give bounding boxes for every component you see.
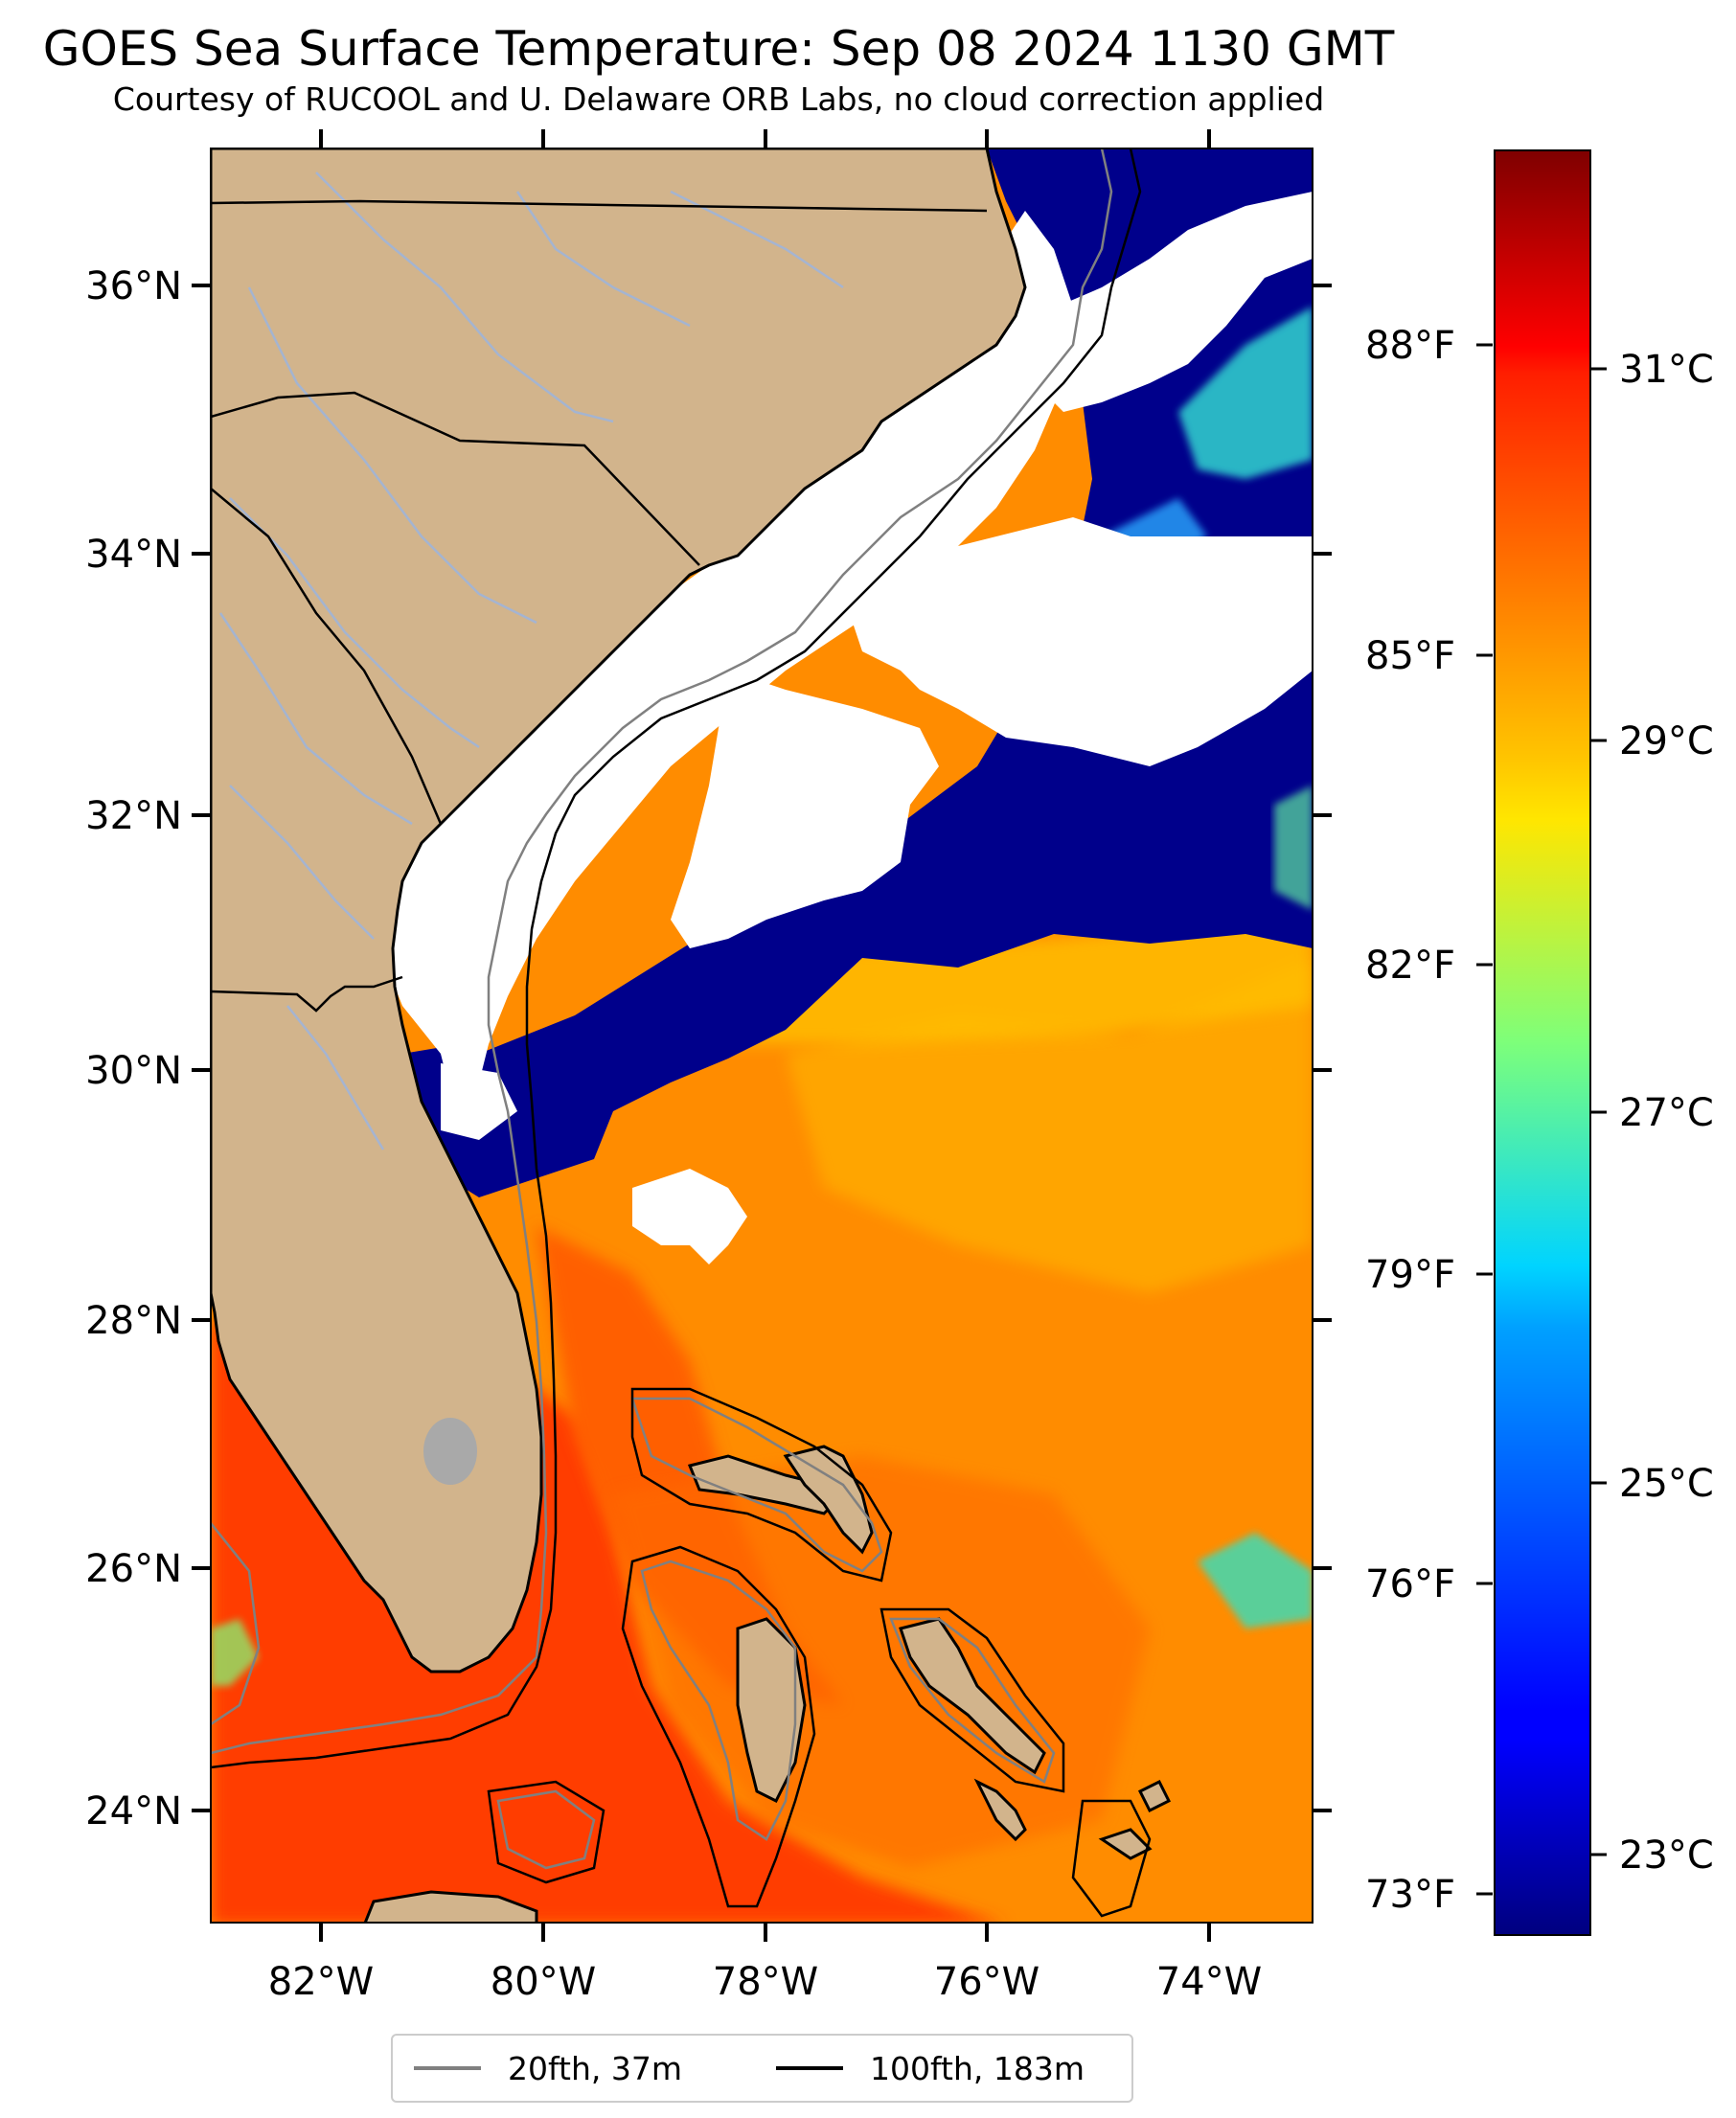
lat-tick-labels: 36°N 34°N 32°N 30°N 28°N 26°N 24°N bbox=[85, 264, 182, 1833]
island-abaco bbox=[783, 1445, 874, 1555]
ocean-cold-north bbox=[402, 148, 1313, 1197]
c-label-25: 25°C bbox=[1619, 1462, 1714, 1506]
map-area bbox=[211, 148, 1313, 1923]
f-label-79: 79°F bbox=[1365, 1253, 1455, 1297]
bahamas bbox=[363, 1445, 1172, 1923]
lat-label-32: 32°N bbox=[85, 794, 182, 838]
ocean-green-strip bbox=[1274, 786, 1313, 910]
lon-label-78: 78°W bbox=[713, 1960, 818, 2004]
legend-item-20fth: 20fth, 37m bbox=[414, 2036, 682, 2101]
lat-label-26: 26°N bbox=[85, 1547, 182, 1591]
ocean-cyan-patch bbox=[1198, 1533, 1313, 1628]
legend-label-20fth: 20fth, 37m bbox=[508, 2049, 682, 2087]
c-label-31: 31°C bbox=[1619, 348, 1714, 392]
cloud-north-band bbox=[1035, 192, 1313, 412]
lat-label-36: 36°N bbox=[85, 264, 182, 308]
cloud-mid-band bbox=[671, 671, 939, 948]
colorbar bbox=[1494, 149, 1591, 1936]
cloud-center-large bbox=[843, 517, 1313, 766]
cloud-florida-patch bbox=[632, 1169, 747, 1264]
lon-tick-labels: 82°W 80°W 78°W 76°W 74°W bbox=[268, 1960, 1262, 2004]
island-small-1 bbox=[1137, 1779, 1172, 1813]
lon-label-82: 82°W bbox=[268, 1960, 374, 2004]
lat-label-28: 28°N bbox=[85, 1299, 182, 1343]
isobath-legend: 20fth, 37m 100fth, 183m bbox=[391, 2034, 1133, 2103]
lon-ticks bbox=[319, 129, 1211, 1942]
c-label-27: 27°C bbox=[1619, 1091, 1714, 1135]
cloud-small-1 bbox=[441, 1063, 517, 1140]
lon-label-80: 80°W bbox=[491, 1960, 596, 2004]
fahrenheit-axis: 88°F 85°F 82°F 79°F 76°F 73°F bbox=[1365, 324, 1493, 1917]
f-label-85: 85°F bbox=[1365, 634, 1455, 678]
celsius-axis: 31°C 29°C 27°C 25°C 23°C bbox=[1590, 348, 1714, 1878]
lake-okeechobee bbox=[423, 1418, 477, 1485]
c-label-29: 29°C bbox=[1619, 719, 1714, 763]
legend-swatch-100fth bbox=[776, 2066, 843, 2070]
ocean-gulfstream-north bbox=[1178, 307, 1313, 479]
legend-swatch-20fth bbox=[414, 2066, 481, 2070]
lon-label-74: 74°W bbox=[1156, 1960, 1262, 2004]
isobath-100fth bbox=[211, 148, 1152, 1918]
f-label-73: 73°F bbox=[1365, 1873, 1455, 1917]
f-label-76: 76°F bbox=[1365, 1562, 1455, 1606]
ocean-green-patch bbox=[211, 1619, 259, 1686]
cloud-coastal-band bbox=[383, 211, 1073, 1092]
lat-label-30: 30°N bbox=[85, 1049, 182, 1093]
lon-label-76: 76°W bbox=[934, 1960, 1039, 2004]
island-cuba-edge bbox=[363, 1890, 538, 1923]
isobath-20fth bbox=[211, 148, 1113, 1870]
legend-label-100fth: 100fth, 183m bbox=[870, 2049, 1085, 2087]
land-southeast-us bbox=[211, 148, 1027, 1674]
map-subtitle: Courtesy of RUCOOL and U. Delaware ORB L… bbox=[112, 80, 1325, 118]
lat-ticks bbox=[192, 284, 1332, 1812]
island-small-2 bbox=[1098, 1828, 1153, 1860]
lat-label-24: 24°N bbox=[85, 1789, 182, 1833]
island-andros bbox=[736, 1617, 807, 1804]
f-label-82: 82°F bbox=[1365, 944, 1455, 988]
legend-item-100fth: 100fth, 183m bbox=[776, 2036, 1085, 2101]
f-label-88: 88°F bbox=[1365, 324, 1455, 368]
map-title: GOES Sea Surface Temperature: Sep 08 202… bbox=[42, 21, 1395, 77]
lat-label-34: 34°N bbox=[85, 533, 182, 577]
c-label-23: 23°C bbox=[1619, 1833, 1714, 1878]
island-eleuthera bbox=[899, 1617, 1046, 1775]
map-frame bbox=[210, 148, 1313, 1924]
island-exuma bbox=[973, 1778, 1027, 1842]
state-borders bbox=[211, 199, 988, 1013]
rivers bbox=[218, 171, 844, 1150]
